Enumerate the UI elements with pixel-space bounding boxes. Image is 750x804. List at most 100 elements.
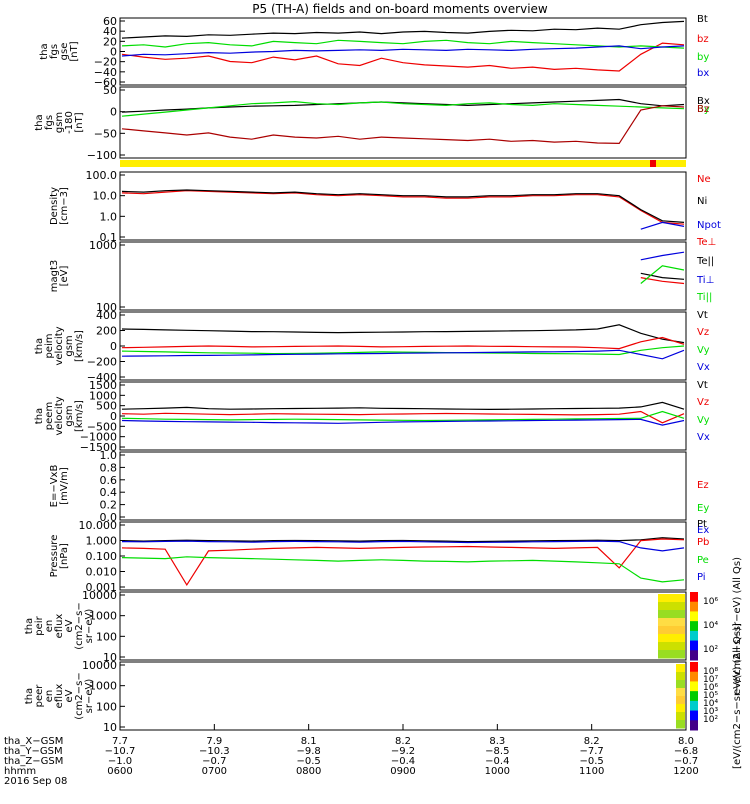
y-tick-label-density: 10.0 (93, 190, 118, 203)
y-tick-label-pressure: 1.000 (86, 535, 118, 548)
colorbar-segment-peer_eflux (690, 720, 698, 731)
series-line-peem_velocity-Vz (121, 410, 685, 424)
y-tick-label-efield: 1.0 (100, 449, 118, 462)
y-axis-label-efield: [mV/m] (59, 467, 70, 505)
y-tick-label-fgs_gse: 60 (103, 15, 117, 28)
y-tick-label-fgs_gse: 20 (103, 35, 117, 48)
panel-frame-density (119, 171, 687, 241)
y-axis-label-temperature: magt3 (49, 260, 60, 293)
colorbar-segment-peer_eflux (690, 681, 698, 692)
y-axis-label-fgs_gse: fgs (49, 44, 60, 59)
panel-frame-peer_eflux (119, 661, 687, 731)
y-axis-label-peim_velocity: gsm (64, 335, 75, 356)
heatmap-cell-peir_eflux (658, 626, 685, 635)
panel-frame-peem_velocity (119, 381, 687, 451)
x-tick-label: 1000 (485, 766, 510, 777)
legend-entry-temperature: Te|| (696, 256, 714, 267)
legend-entry-efield: Ey (697, 503, 709, 514)
x-tick-label: 0600 (107, 766, 132, 777)
x-tick-label: −0.7 (674, 756, 698, 767)
y-axis-label-fgs_gsm: gsm (54, 112, 65, 133)
legend-entry-peim_velocity: Vy (697, 345, 710, 356)
panel-frame-peir_eflux (119, 591, 687, 661)
y-axis-label-peem_velocity: gsm (64, 405, 75, 426)
y-tick-label-peem_velocity: 1500 (89, 379, 117, 392)
legend-entry-density: Ni (697, 196, 707, 207)
series-line-density-Ni (121, 189, 685, 223)
series-line-peem_velocity-Vx (121, 418, 685, 426)
y-tick-label-fgs_gse: −20 (94, 56, 117, 69)
panel-frame-temperature (119, 241, 687, 311)
series-line-peim_velocity-Vy (121, 345, 685, 356)
y-axis-label-peir_eflux: peir (34, 615, 45, 635)
y-tick-label-fgs_gse: −60 (94, 76, 117, 89)
colorbar-tick-label-peer_eflux: 10⁵ (703, 691, 718, 701)
y-axis-label-peer_eflux: sr−eV) (84, 679, 95, 714)
colorbar-tick-label-peer_eflux: 10⁶ (703, 683, 718, 693)
y-axis-label-peim_velocity: velocity (54, 326, 65, 365)
x-tick-label: −6.8 (674, 746, 698, 757)
y-tick-label-pressure: 0.001 (86, 581, 118, 594)
colorbar-tick-label-peir_eflux: 10² (703, 645, 718, 655)
y-tick-label-efield: 0.2 (100, 499, 118, 512)
heatmap-cell-peer_eflux (676, 712, 685, 721)
colorbar-segment-peer_eflux (690, 710, 698, 721)
y-tick-label-peem_velocity: −1000 (80, 431, 117, 444)
y-tick-label-peem_velocity: −1500 (80, 441, 117, 454)
y-tick-label-pressure: 0.100 (86, 550, 118, 563)
legend-entry-pressure: Pi (697, 572, 706, 583)
legend-entry-fgs_gse: by (697, 52, 709, 63)
x-tick-label: 8.2 (584, 736, 600, 747)
y-tick-label-efield: 0.6 (100, 474, 118, 487)
y-tick-label-fgs_gsm: −100 (87, 149, 117, 162)
legend-entry-peem_velocity: Vx (697, 432, 710, 443)
x-tick-label: −0.7 (202, 756, 226, 767)
x-tick-label: −8.5 (485, 746, 509, 757)
y-axis-label-efield: E=−VxB (49, 465, 60, 508)
y-tick-label-peer_eflux: 100 (96, 700, 117, 713)
x-tick-label: 0800 (296, 766, 321, 777)
heatmap-cell-peer_eflux (676, 720, 685, 729)
legend-entry-fgs_gse: bx (697, 68, 709, 79)
x-tick-label: 8.2 (395, 736, 411, 747)
y-tick-label-fgs_gsm: 0 (110, 106, 117, 119)
series-line-density-Ne (121, 190, 685, 225)
y-tick-label-pressure: 0.010 (86, 566, 118, 579)
x-tick-label: 8.3 (489, 736, 505, 747)
colorbar-tick-label-peer_eflux: 10⁴ (703, 699, 718, 709)
x-axis-row-label: tha_X−GSM (4, 736, 63, 747)
y-axis-label-peem_velocity: [km/s] (74, 400, 85, 432)
series-line-fgs_gse-bz (121, 42, 685, 72)
legend-entry-density: Ne (697, 174, 711, 185)
y-tick-label-fgs_gse: 0 (110, 46, 117, 59)
series-line-fgs_gsm-By (121, 100, 685, 117)
colorbar-segment-peir_eflux (690, 611, 698, 622)
series-line-peim_velocity-Vx (121, 349, 685, 360)
y-axis-label-peem_velocity: velocity (54, 396, 65, 435)
y-axis-label-density: [cm−3] (59, 187, 70, 225)
y-tick-label-efield: 0.8 (100, 461, 118, 474)
x-tick-label: −10.7 (105, 746, 136, 757)
x-tick-label: 0700 (202, 766, 227, 777)
y-axis-label-peir_eflux: eV (64, 619, 75, 632)
y-axis-label-fgs_gse: [nT] (69, 41, 80, 61)
y-axis-label-peim_velocity: tha (34, 338, 45, 354)
legend-entry-pressure: Pt (697, 519, 707, 530)
x-tick-label: −1.0 (108, 756, 132, 767)
y-axis-label-peer_eflux: eV (64, 689, 75, 702)
y-axis-label-pressure: Pressure (49, 535, 60, 578)
colorbar-segment-peir_eflux (690, 621, 698, 632)
x-tick-label: 8.0 (678, 736, 694, 747)
legend-entry-fgs_gse: Bt (697, 14, 708, 25)
y-tick-label-peem_velocity: 500 (96, 400, 117, 413)
x-tick-label: −7.7 (580, 746, 604, 757)
legend-entry-fgs_gsm: Bz (697, 104, 709, 115)
series-line-pressure-Pe (121, 556, 685, 583)
x-tick-label: −0.5 (297, 756, 321, 767)
legend-entry-fgs_gsm: Bx (697, 96, 710, 107)
legend-entry-fgs_gse: bz (697, 34, 709, 45)
x-tick-label: −0.4 (391, 756, 415, 767)
heatmap-cell-peer_eflux (676, 688, 685, 697)
legend-entry-efield: Ex (697, 525, 709, 536)
y-axis-label-fgs_gse: gse (59, 43, 70, 61)
